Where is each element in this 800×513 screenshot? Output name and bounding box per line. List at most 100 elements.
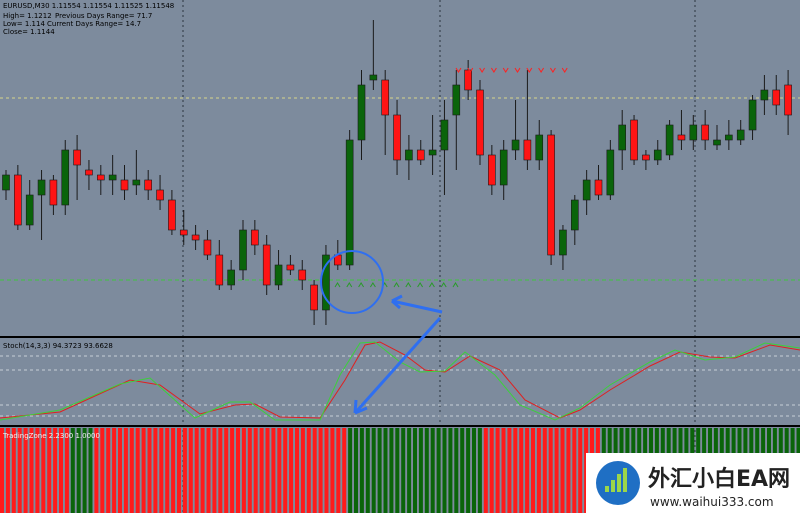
highlight-circle — [320, 250, 384, 314]
zone-bar — [200, 428, 205, 513]
zone-bar — [507, 428, 512, 513]
signal-arrows — [334, 67, 568, 288]
candle-body — [239, 229, 247, 271]
grid-lines — [182, 0, 696, 513]
sell-arrow — [502, 67, 509, 73]
candle-body — [488, 154, 496, 186]
zone-bar — [330, 428, 335, 513]
candle-body — [523, 139, 532, 161]
zone-bar — [542, 428, 547, 513]
pointer-arrow — [391, 294, 443, 314]
zone-bar — [23, 428, 28, 513]
zone-bar — [100, 428, 105, 513]
watermark-title: 外汇小白EA网 — [648, 466, 790, 492]
zone-bar — [265, 428, 270, 513]
zone-bar — [519, 428, 524, 513]
candle-body — [630, 119, 638, 161]
candle-body — [168, 199, 176, 231]
candle-body — [286, 264, 295, 271]
sell-arrow — [561, 67, 568, 73]
zone-bar — [354, 428, 358, 513]
zone-bar — [318, 428, 323, 513]
stoch-levels — [0, 355, 800, 417]
buy-arrow — [393, 282, 400, 288]
candle-body — [2, 174, 10, 191]
zone-bar — [489, 428, 494, 513]
candle-body — [440, 119, 449, 151]
zone-bar — [359, 428, 364, 513]
zone-bar — [389, 428, 394, 513]
candle-body — [511, 139, 520, 151]
zone-bar — [578, 428, 583, 513]
candle-body — [618, 124, 627, 151]
candle-body — [535, 134, 544, 161]
zone-bar — [159, 428, 164, 513]
zone-bar — [377, 428, 382, 513]
candle-body — [393, 114, 401, 161]
candle-body — [725, 134, 733, 141]
zone-bar — [306, 428, 311, 513]
buy-arrow — [346, 282, 353, 288]
candle-body — [381, 79, 390, 116]
candle-body — [713, 139, 721, 146]
zone-bar — [224, 428, 229, 513]
zone-bar — [129, 428, 134, 513]
candle-body — [760, 89, 769, 101]
candle-body — [416, 149, 425, 161]
candle-body — [665, 124, 674, 156]
candle-body — [274, 264, 283, 286]
buy-arrow — [417, 282, 424, 288]
candle-body — [61, 149, 70, 206]
symbol-header: EURUSD,M30 1.11554 1.11554 1.11525 1.115… — [3, 2, 174, 10]
zone-bar — [141, 428, 146, 513]
info-text: Close= 1.1144 — [3, 28, 55, 36]
sell-arrow — [467, 67, 474, 73]
zone-bar — [495, 428, 500, 513]
candle-body — [784, 84, 792, 116]
buy-arrow — [358, 282, 365, 288]
candle-body — [227, 269, 235, 286]
indicator-label: Stoch(14,3,3) 94.3723 93.6628 — [3, 342, 113, 350]
zone-bar — [177, 428, 181, 513]
zone-bar — [413, 428, 417, 513]
zone-bar — [472, 428, 476, 513]
zone-bar — [212, 428, 217, 513]
zone-bar — [407, 428, 412, 513]
sell-arrow — [538, 67, 545, 73]
buy-arrow — [369, 282, 376, 288]
candle-body — [97, 174, 105, 181]
zone-bar — [572, 428, 577, 513]
candle-body — [108, 174, 117, 181]
zone-bar — [277, 428, 282, 513]
candle-body — [203, 239, 212, 256]
indicator-label: TradingZone 2.2300 1.0000 — [2, 432, 100, 440]
zone-bar — [70, 428, 75, 513]
candle-body — [570, 199, 579, 231]
stoch-signal-line — [0, 341, 800, 419]
zone-bar — [59, 428, 63, 513]
zone-bar — [206, 428, 211, 513]
zone-bar — [182, 428, 187, 513]
candle-body — [25, 194, 34, 226]
zone-bar — [53, 428, 58, 513]
candle-body — [322, 254, 330, 311]
candle-body — [772, 89, 781, 106]
zone-bar — [94, 428, 99, 513]
stoch-main-line — [0, 341, 800, 421]
candle-body — [405, 149, 413, 161]
candle-body — [547, 134, 555, 256]
candle-body — [310, 284, 318, 311]
zone-bar — [64, 428, 69, 513]
buy-arrow — [405, 282, 412, 288]
zone-bar — [566, 428, 571, 513]
candle-body — [653, 149, 662, 161]
zone-bar — [259, 428, 264, 513]
candle-body — [73, 149, 81, 166]
candle-body — [736, 129, 745, 141]
candle-body — [464, 69, 472, 91]
candles — [2, 20, 792, 325]
zone-bar — [424, 428, 429, 513]
zone-bar — [0, 428, 4, 513]
zone-bar — [247, 428, 252, 513]
